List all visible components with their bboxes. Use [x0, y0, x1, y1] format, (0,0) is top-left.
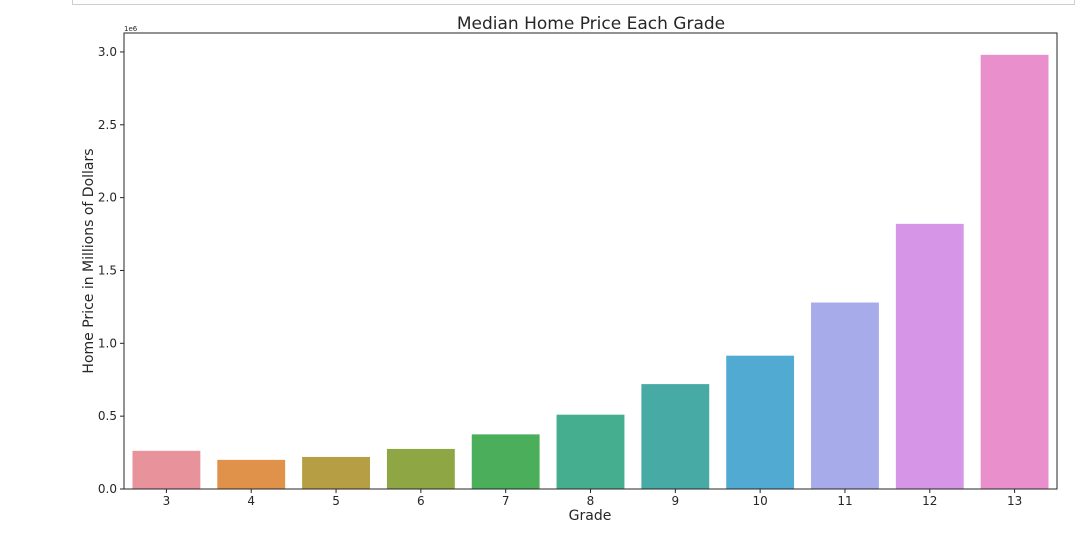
bars-group	[132, 54, 1049, 489]
bar-grade-6	[386, 448, 455, 489]
y-axis-title: Home Price in Millions of Dollars	[81, 148, 97, 373]
y-tick-label: 2.0	[98, 191, 117, 205]
bar-grade-8	[556, 414, 625, 489]
cell-frame	[72, 0, 1075, 5]
x-axis: 3 4 5 6 7 8 9 10 11 12 13	[163, 489, 1022, 508]
y-axis: 0.0 0.5 1.0 1.5 2.0 2.5 3.0	[98, 45, 124, 496]
x-tick-label: 8	[587, 494, 595, 508]
x-tick-label: 7	[502, 494, 510, 508]
bar-grade-9	[641, 384, 710, 489]
bar-grade-4	[217, 459, 286, 489]
bar-grade-12	[895, 223, 964, 489]
x-tick-label: 11	[837, 494, 852, 508]
x-tick-label: 10	[752, 494, 767, 508]
y-tick-label: 2.5	[98, 118, 117, 132]
y-tick-label: 1.5	[98, 263, 117, 277]
bar-grade-3	[132, 450, 201, 489]
bar-grade-13	[980, 54, 1049, 489]
bar-grade-7	[471, 434, 540, 489]
x-axis-title: Grade	[569, 508, 612, 524]
y-tick-label: 3.0	[98, 45, 117, 59]
bar-grade-11	[811, 302, 879, 489]
chart-title: Median Home Price Each Grade	[457, 14, 725, 34]
x-tick-label: 5	[332, 494, 340, 508]
x-tick-label: 4	[247, 494, 255, 508]
x-tick-label: 6	[417, 494, 425, 508]
bar-grade-10	[726, 355, 795, 489]
y-tick-label: 0.0	[98, 482, 117, 496]
y-axis-offset-label: 1e6	[124, 25, 138, 33]
x-tick-label: 3	[163, 494, 171, 508]
x-tick-label: 12	[922, 494, 937, 508]
x-tick-label: 9	[671, 494, 679, 508]
y-tick-label: 0.5	[98, 409, 117, 423]
x-tick-label: 13	[1007, 494, 1022, 508]
bar-grade-5	[302, 456, 370, 489]
y-tick-label: 1.0	[98, 336, 117, 350]
